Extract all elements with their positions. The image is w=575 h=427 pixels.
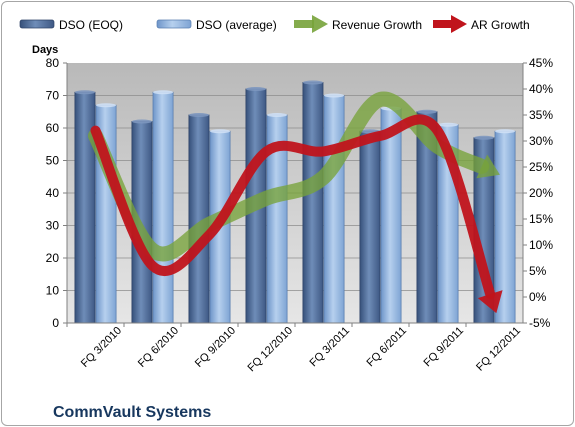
legend-label-revenue-growth: Revenue Growth bbox=[332, 18, 422, 32]
x-tick-label: FQ 12/2010 bbox=[246, 325, 296, 375]
y2-axis-ticks: -5% 0% 5% 10% 15% 20% 25% 30% 35% 40% 45% bbox=[523, 56, 553, 330]
y-axis-ticks: 0 10 20 30 40 50 60 70 80 bbox=[46, 56, 67, 330]
legend-label-dso-average: DSO (average) bbox=[196, 18, 277, 32]
y-tick-label: 80 bbox=[46, 56, 60, 70]
legend: DSO (EOQ) DSO (average) Revenue Growth A… bbox=[19, 15, 530, 33]
y2-tick-label: 35% bbox=[529, 108, 553, 122]
arrow-head-revenue-growth bbox=[476, 154, 500, 179]
bar-cap bbox=[188, 113, 209, 117]
y2-tick-label: 30% bbox=[529, 134, 553, 148]
y2-tick-label: 10% bbox=[529, 238, 553, 252]
bar-dso-eoq-fq-3-2010 bbox=[74, 91, 96, 324]
legend-item-ar-growth: AR Growth bbox=[433, 15, 530, 33]
x-tick-label: FQ 3/2011 bbox=[307, 325, 352, 370]
x-axis-ticks: FQ 3/2010 FQ 6/2010 FQ 9/2010 FQ 12/2010 FQ … bbox=[66, 323, 523, 375]
legend-item-dso-average: DSO (average) bbox=[156, 18, 277, 32]
x-tick-label: FQ 9/2011 bbox=[421, 325, 466, 370]
bar-cap bbox=[495, 129, 516, 134]
legend-label-ar-growth: AR Growth bbox=[471, 18, 530, 32]
arrow-line-ar-growth bbox=[90, 114, 496, 300]
y2-tick-label: -5% bbox=[529, 316, 551, 330]
bar-cap bbox=[324, 93, 345, 98]
bar-cap bbox=[131, 119, 152, 124]
bar-dso-average-fq-6-2010 bbox=[152, 91, 174, 324]
bar-dso-eoq-fq-6-2011 bbox=[359, 130, 381, 324]
legend-arrow-revenue-growth bbox=[294, 15, 328, 33]
x-tick-label: FQ 9/2010 bbox=[193, 325, 238, 370]
bar-cap bbox=[153, 90, 174, 95]
arrow-series bbox=[88, 91, 503, 314]
y-tick-label: 0 bbox=[52, 316, 59, 330]
arrow-head-ar-growth bbox=[477, 290, 503, 314]
y2-tick-label: 20% bbox=[529, 186, 553, 200]
y-tick-label: 10 bbox=[46, 284, 60, 298]
x-tick-label: FQ 6/2011 bbox=[364, 325, 409, 370]
y2-tick-label: 25% bbox=[529, 160, 553, 174]
bar-cap bbox=[96, 103, 117, 108]
bar-cap bbox=[438, 122, 459, 127]
x-tick-label: FQ 6/2010 bbox=[136, 325, 181, 370]
bar-cap bbox=[245, 87, 266, 91]
bar-cap bbox=[74, 90, 95, 95]
legend-item-revenue-growth: Revenue Growth bbox=[294, 15, 422, 33]
bar-dso-average-fq-3-2011 bbox=[323, 95, 345, 324]
y2-tick-label: 5% bbox=[529, 264, 547, 278]
chart-footer-title: CommVault Systems bbox=[53, 404, 211, 421]
bar-cap bbox=[302, 80, 323, 85]
y-tick-label: 20 bbox=[46, 251, 60, 265]
y-tick-label: 70 bbox=[46, 89, 60, 103]
bar-cap bbox=[267, 113, 288, 117]
legend-item-dso-eoq: DSO (EOQ) bbox=[19, 18, 123, 32]
bar-cap bbox=[473, 135, 494, 140]
legend-arrow-ar-growth bbox=[433, 15, 467, 33]
bar-cap bbox=[416, 109, 437, 114]
y2-tick-label: 0% bbox=[529, 290, 547, 304]
y-tick-label: 30 bbox=[46, 219, 60, 233]
legend-swatch-dso-eoq bbox=[19, 19, 55, 29]
x-tick-label: FQ 12/2011 bbox=[474, 325, 523, 374]
y-axis-title: Days bbox=[32, 44, 58, 56]
y2-tick-label: 40% bbox=[529, 82, 553, 96]
bar-cap bbox=[210, 129, 231, 134]
y2-tick-label: 15% bbox=[529, 212, 553, 226]
bar-series bbox=[74, 80, 516, 324]
x-tick-label: FQ 3/2010 bbox=[79, 325, 124, 370]
y2-tick-label: 45% bbox=[529, 56, 553, 70]
y-tick-label: 50 bbox=[46, 154, 60, 168]
y-tick-label: 40 bbox=[46, 186, 60, 200]
legend-swatch-dso-average bbox=[156, 19, 192, 29]
y-tick-label: 60 bbox=[46, 121, 60, 135]
bar-dso-eoq-fq-3-2011 bbox=[302, 82, 324, 324]
arrow-line-revenue-growth bbox=[88, 91, 490, 262]
bar-dso-average-fq-6-2011 bbox=[380, 108, 402, 324]
legend-label-dso-eoq: DSO (EOQ) bbox=[59, 18, 123, 32]
